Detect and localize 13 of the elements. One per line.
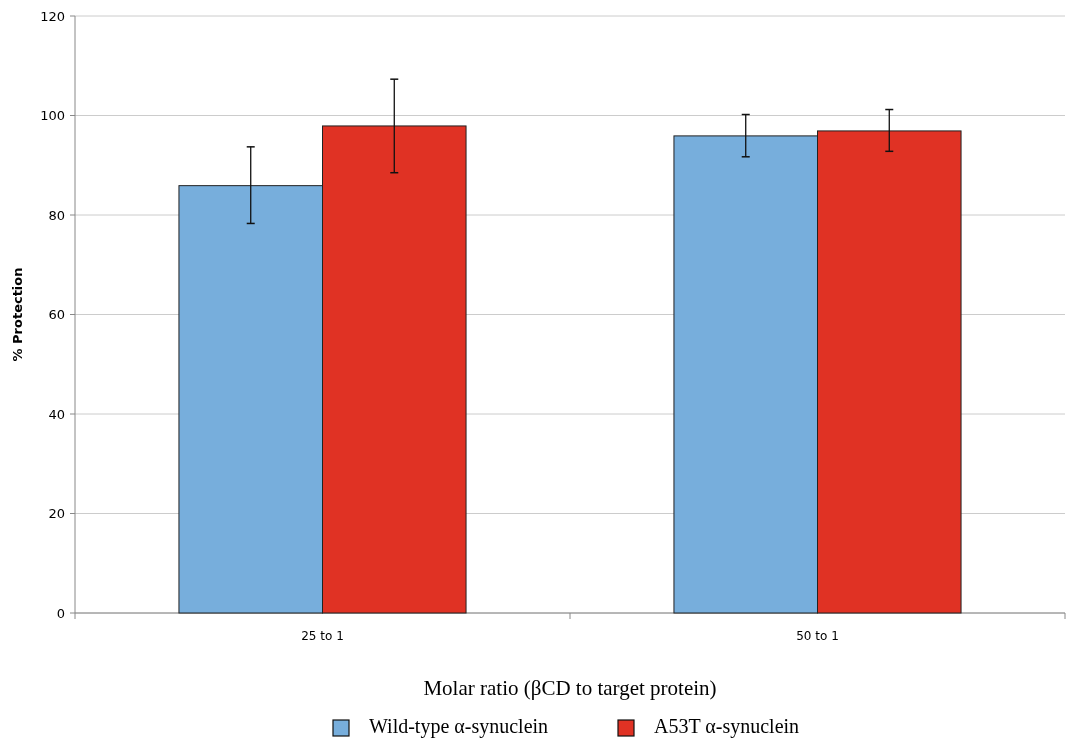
y-tick-label: 0	[56, 605, 65, 621]
y-tick-label: 100	[40, 108, 65, 124]
y-axis-title: % Protection	[10, 267, 25, 362]
y-tick-label: 60	[48, 307, 65, 323]
y-tick-label: 40	[48, 406, 65, 422]
legend-label: Wild-type α-synuclein	[369, 715, 549, 738]
x-axis-title: Molar ratio (βCD to target protein)	[423, 676, 717, 700]
legend-label: A53T α-synuclein	[654, 715, 800, 738]
x-tick-label: 25 to 1	[301, 629, 344, 643]
y-tick-label: 80	[48, 207, 65, 223]
x-tick-label: 50 to 1	[796, 629, 839, 643]
y-tick-label: 20	[48, 506, 65, 522]
y-tick-label: 120	[40, 8, 65, 24]
